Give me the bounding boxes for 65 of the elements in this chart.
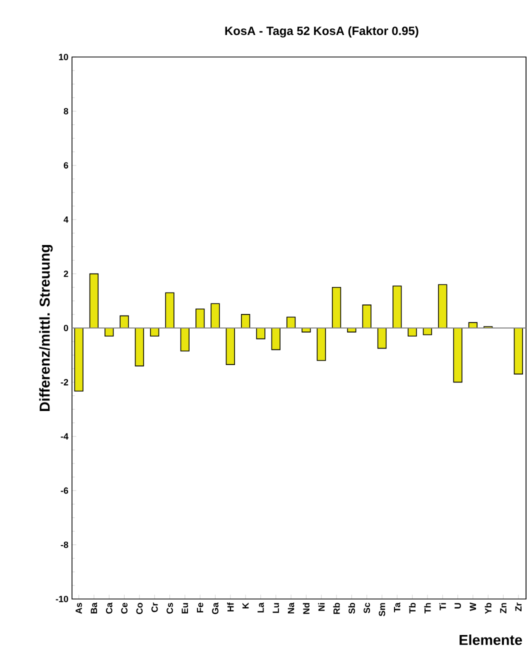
y-tick-label: 4 (64, 216, 68, 223)
y-tick-label: 2 (64, 270, 68, 277)
bar (316, 328, 326, 361)
y-tick-label: -4 (60, 433, 68, 440)
bar (362, 304, 372, 328)
bar (408, 328, 417, 337)
x-tick-label: Sm (378, 603, 386, 616)
bar (165, 292, 174, 328)
y-tick-label: -2 (60, 379, 68, 386)
x-tick-label: U (454, 603, 461, 608)
y-tick-label: 8 (64, 108, 68, 114)
x-tick-label: Ce (121, 602, 128, 614)
x-tick-label: Sc (364, 602, 370, 614)
y-tick-label: 6 (64, 162, 68, 169)
x-tick-label: Hf (227, 602, 234, 612)
bar (226, 328, 235, 365)
bar (377, 328, 387, 349)
x-tick-label: Co (136, 602, 143, 614)
bar (210, 303, 220, 328)
x-tick-label: Zn (500, 603, 506, 614)
chart-title: KosA - Taga 52 KosA (Faktor 0.95) (225, 26, 418, 38)
bar (256, 328, 266, 340)
x-tick-label: K (242, 602, 249, 608)
x-tick-label: Sb (348, 602, 355, 614)
bar (134, 328, 144, 366)
x-tick-label: Ti (439, 603, 446, 610)
x-tick-label: Nd (302, 603, 310, 614)
bar (120, 315, 129, 328)
x-tick-label: As (76, 602, 82, 614)
x-tick-label: Cr (151, 602, 158, 612)
x-tick-label: Rb (333, 602, 340, 614)
bar (271, 328, 280, 350)
x-tick-label: Ga (212, 602, 218, 614)
y-tick-label: 0 (64, 324, 68, 332)
bar (453, 328, 462, 383)
x-tick-label: Cs (166, 602, 173, 614)
y-tick-label: 10 (59, 54, 68, 60)
bar (74, 328, 84, 392)
x-axis-title: Elemente (460, 634, 522, 646)
x-tick-label: Ba (90, 602, 98, 614)
y-axis-title: Differenz/mittl. Streuung (39, 245, 53, 411)
x-tick-label: Ta (394, 602, 400, 612)
bar (180, 328, 190, 352)
x-tick-label: Th (424, 603, 431, 614)
x-tick-label: Na (288, 602, 294, 614)
bar (196, 308, 205, 328)
x-tick-label: Ca (106, 602, 112, 614)
bar (392, 286, 402, 328)
x-tick-label: Tb (409, 602, 416, 614)
y-tick-label: -6 (60, 487, 68, 494)
x-tick-label: Yb (484, 602, 492, 614)
y-tick-label: -10 (56, 596, 68, 602)
bar (89, 273, 99, 328)
x-tick-label: W (470, 602, 476, 611)
x-tick-label: Fe (196, 602, 204, 612)
y-tick-label: -8 (60, 542, 68, 548)
x-tick-label: Ni (318, 603, 325, 611)
x-tick-label: Eu (182, 603, 188, 614)
bar (514, 328, 523, 374)
bar (332, 286, 342, 328)
bar (438, 284, 448, 328)
bar (240, 314, 250, 328)
x-tick-label: La (258, 602, 264, 612)
x-tick-label: Lu (272, 603, 280, 613)
x-tick-label: Zr (515, 602, 522, 612)
